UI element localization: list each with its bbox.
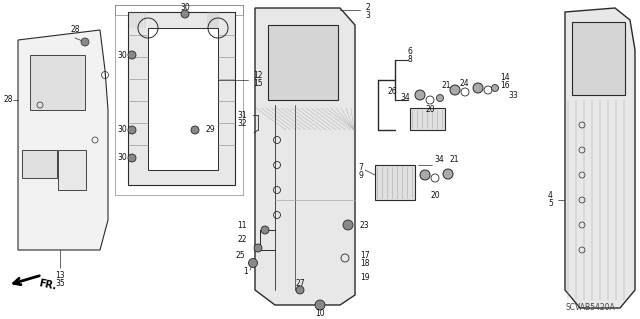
Text: 2: 2 — [365, 4, 370, 12]
Text: 23: 23 — [360, 220, 370, 229]
Text: 28: 28 — [70, 26, 80, 34]
Circle shape — [248, 258, 257, 268]
Text: 26: 26 — [388, 87, 397, 97]
Text: 20: 20 — [425, 106, 435, 115]
Polygon shape — [410, 108, 445, 130]
Circle shape — [128, 51, 136, 59]
Text: 10: 10 — [315, 308, 325, 317]
Text: 20: 20 — [430, 190, 440, 199]
Circle shape — [191, 126, 199, 134]
Text: 13: 13 — [55, 271, 65, 280]
Text: 22: 22 — [237, 235, 247, 244]
Bar — [22, 150, 57, 178]
Text: 30: 30 — [180, 4, 190, 12]
Circle shape — [81, 38, 89, 46]
Circle shape — [415, 90, 425, 100]
Circle shape — [450, 85, 460, 95]
Circle shape — [296, 286, 304, 294]
Circle shape — [128, 154, 136, 162]
Text: 18: 18 — [360, 258, 369, 268]
Bar — [115, 5, 243, 15]
Circle shape — [473, 83, 483, 93]
Text: 25: 25 — [236, 250, 245, 259]
Text: 21: 21 — [450, 155, 460, 165]
Polygon shape — [565, 8, 635, 308]
Text: 9: 9 — [358, 172, 363, 181]
Text: SCVAB5420A: SCVAB5420A — [565, 303, 615, 313]
Text: 14: 14 — [500, 73, 509, 83]
Text: 34: 34 — [434, 155, 444, 165]
Text: 21: 21 — [442, 81, 451, 91]
Polygon shape — [572, 22, 625, 95]
Circle shape — [128, 126, 136, 134]
Text: 5: 5 — [548, 199, 553, 209]
Text: 19: 19 — [360, 273, 370, 283]
Text: 29: 29 — [205, 125, 214, 135]
Text: 35: 35 — [55, 279, 65, 288]
Circle shape — [436, 94, 444, 101]
Text: 12: 12 — [253, 71, 262, 80]
Circle shape — [315, 300, 325, 310]
Text: 6: 6 — [408, 48, 413, 56]
Text: FR.: FR. — [38, 278, 58, 292]
Circle shape — [443, 169, 453, 179]
Polygon shape — [18, 30, 108, 250]
Polygon shape — [148, 28, 218, 170]
Circle shape — [343, 220, 353, 230]
Circle shape — [181, 10, 189, 18]
Circle shape — [254, 244, 262, 252]
Text: 11: 11 — [237, 220, 247, 229]
Circle shape — [420, 170, 430, 180]
Bar — [30, 55, 85, 110]
Text: 1: 1 — [243, 268, 248, 277]
Text: 32: 32 — [237, 118, 247, 128]
Text: 7: 7 — [358, 164, 363, 173]
Circle shape — [492, 85, 499, 92]
Polygon shape — [255, 8, 355, 305]
Polygon shape — [375, 165, 415, 200]
Text: 30: 30 — [117, 50, 127, 60]
Text: 15: 15 — [253, 79, 262, 88]
Text: 4: 4 — [548, 191, 553, 201]
Text: 27: 27 — [295, 278, 305, 287]
Text: 34: 34 — [400, 93, 410, 102]
Text: 8: 8 — [408, 56, 413, 64]
Text: 16: 16 — [500, 81, 509, 91]
Text: 24: 24 — [460, 79, 470, 88]
Text: 31: 31 — [237, 110, 247, 120]
Polygon shape — [128, 12, 235, 185]
Text: 17: 17 — [360, 250, 370, 259]
Text: 30: 30 — [117, 125, 127, 135]
Text: 28: 28 — [3, 95, 13, 105]
Text: 33: 33 — [508, 91, 518, 100]
Bar — [58, 150, 86, 190]
Text: 30: 30 — [117, 153, 127, 162]
Polygon shape — [268, 25, 338, 100]
Text: 3: 3 — [365, 11, 370, 20]
Circle shape — [261, 226, 269, 234]
